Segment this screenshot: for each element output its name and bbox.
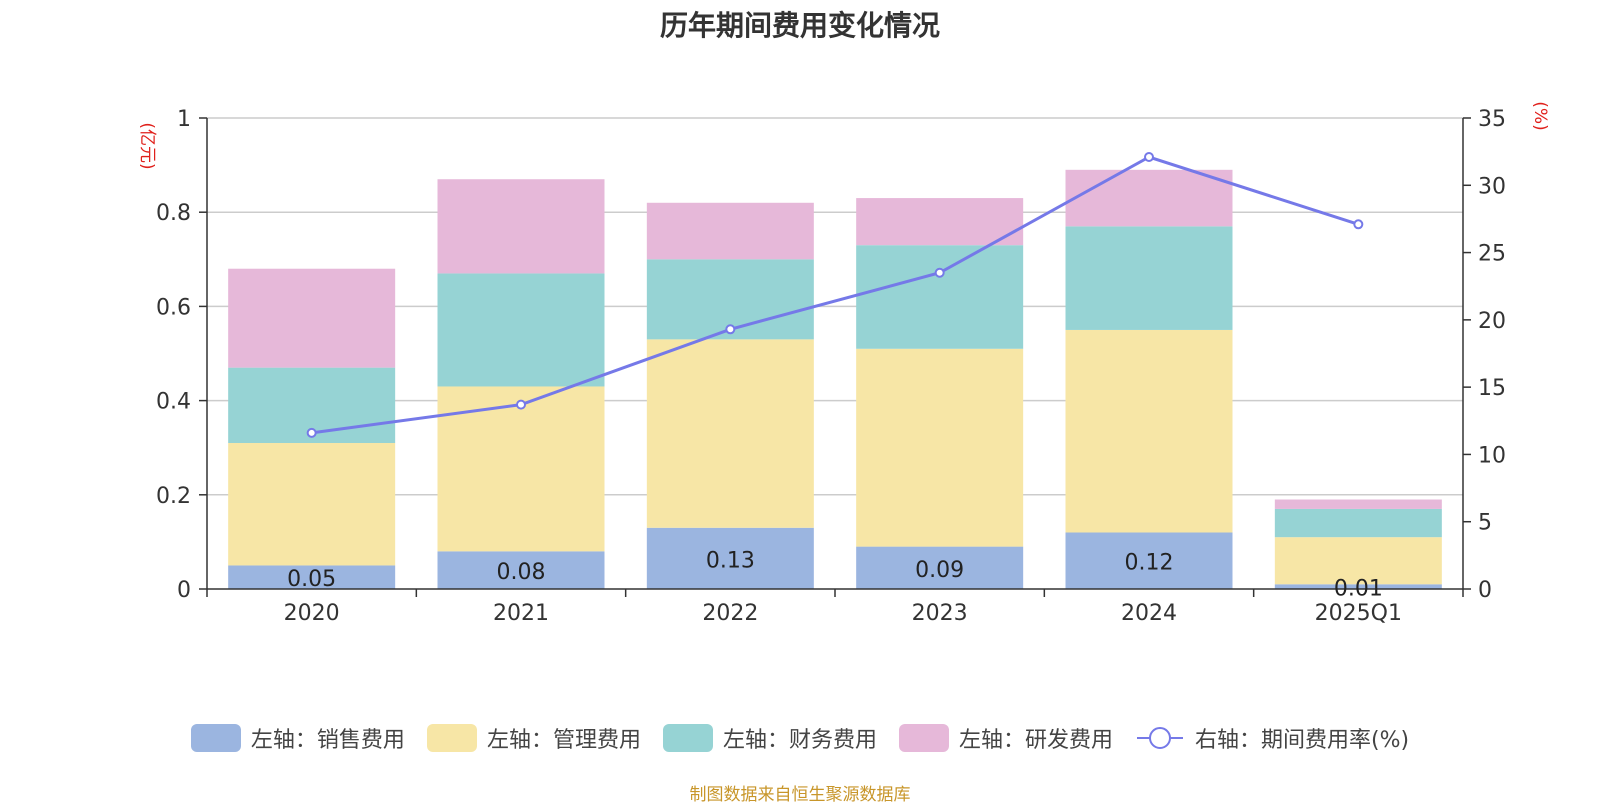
- expense-rate-point: [1144, 152, 1154, 163]
- chart-title: 历年期间费用变化情况: [659, 9, 940, 42]
- bar-segment-finance: [1274, 508, 1442, 538]
- x-axis-tick-label: 2025Q1: [1315, 601, 1402, 626]
- right-axis-tick-label: 20: [1478, 309, 1506, 334]
- chart-legend: 左轴：销售费用 左轴：管理费用 左轴：财务费用 左轴：研发费用 右轴：期间费用率…: [0, 718, 1600, 758]
- x-axis-tick-label: 2024: [1121, 601, 1177, 626]
- data-label-sales: 0.01: [1334, 577, 1383, 602]
- data-label-sales: 0.09: [915, 558, 964, 583]
- bar-segment-admin: [1274, 537, 1442, 585]
- bar-segment-sales: [646, 527, 814, 589]
- legend-label-sales: 左轴：销售费用: [250, 728, 405, 753]
- bar-segment-sales: [1065, 532, 1233, 589]
- right-axis-tick-label: 5: [1478, 511, 1492, 536]
- data-label-sales: 0.13: [706, 548, 755, 573]
- left-axis-tick-label: 0.8: [156, 201, 191, 226]
- legend-label-rnd: 左轴：研发费用: [958, 728, 1113, 753]
- bar-segment-sales: [228, 565, 396, 589]
- left-axis-tick-label: 0.4: [156, 390, 191, 415]
- right-axis-tick-label: 25: [1478, 242, 1506, 267]
- expense-rate-point: [934, 267, 945, 278]
- bar-segment-finance: [856, 245, 1024, 349]
- x-axis-tick-label: 2021: [493, 601, 549, 626]
- legend-label-finance: 左轴：财务费用: [722, 728, 877, 753]
- legend-label-admin: 左轴：管理费用: [486, 728, 641, 753]
- x-axis-tick-label: 2020: [284, 601, 340, 626]
- expense-rate-point: [306, 427, 317, 438]
- bar-segment-rnd: [437, 179, 605, 274]
- bar-segment-admin: [437, 386, 605, 552]
- legend-item-expense-rate[interactable]: 右轴：期间费用率(%): [1135, 722, 1409, 754]
- bar-segment-finance: [1065, 226, 1233, 330]
- x-axis-tick-label: 2023: [912, 601, 968, 626]
- bar-segment-rnd: [856, 198, 1024, 246]
- data-label-sales: 0.08: [497, 560, 546, 585]
- legend-swatch-rnd: [898, 724, 949, 752]
- expense-rate-point: [516, 399, 526, 410]
- legend-swatch-sales: [190, 724, 241, 752]
- data-label-sales: 0.05: [287, 567, 336, 592]
- legend-item-sales[interactable]: 左轴：销售费用: [190, 722, 405, 754]
- right-axis-tick-label: 15: [1478, 376, 1506, 401]
- legend-item-admin[interactable]: 左轴：管理费用: [426, 722, 641, 754]
- bar-segment-admin: [856, 348, 1024, 547]
- bar-segment-finance: [437, 273, 605, 387]
- expense-rate-point: [725, 324, 736, 335]
- bar-segment-sales: [437, 551, 605, 589]
- bar-segment-sales: [856, 546, 1024, 589]
- source-note: 制图数据来自恒生聚源数据库: [689, 785, 911, 805]
- bar-segment-admin: [228, 442, 396, 566]
- left-axis-tick-label: 1: [177, 107, 191, 132]
- legend-swatch-finance: [662, 724, 713, 752]
- data-label-sales: 0.12: [1125, 551, 1174, 576]
- bar-segment-rnd: [1274, 499, 1442, 509]
- legend-label-expense-rate: 右轴：期间费用率(%): [1194, 728, 1410, 753]
- right-axis-tick-label: 0: [1478, 578, 1492, 603]
- left-axis-unit-label: (亿元): [137, 122, 157, 169]
- right-axis-tick-label: 10: [1478, 443, 1506, 468]
- legend-item-finance[interactable]: 左轴：财务费用: [662, 722, 877, 754]
- bar-segment-admin: [1065, 329, 1233, 533]
- legend-swatch-admin: [426, 724, 477, 752]
- left-axis-tick-label: 0.2: [156, 484, 191, 509]
- bar-segment-admin: [646, 339, 814, 528]
- bar-segment-rnd: [646, 202, 814, 260]
- left-axis-tick-label: 0.6: [156, 295, 191, 320]
- right-axis-tick-label: 35: [1478, 107, 1506, 132]
- left-axis-tick-label: 0: [177, 578, 191, 603]
- right-axis-unit-label: (%): [1530, 101, 1550, 130]
- expense-rate-point: [1353, 219, 1364, 230]
- bar-segment-rnd: [1065, 169, 1233, 227]
- legend-line-marker-icon: [1136, 727, 1183, 749]
- bar-segment-sales: [1274, 584, 1442, 589]
- x-axis-tick-label: 2022: [702, 601, 758, 626]
- expense-rate-line: [311, 155, 1359, 435]
- legend-item-rnd[interactable]: 左轴：研发费用: [898, 722, 1113, 754]
- bar-segment-rnd: [228, 268, 396, 368]
- right-axis-tick-label: 30: [1478, 174, 1506, 199]
